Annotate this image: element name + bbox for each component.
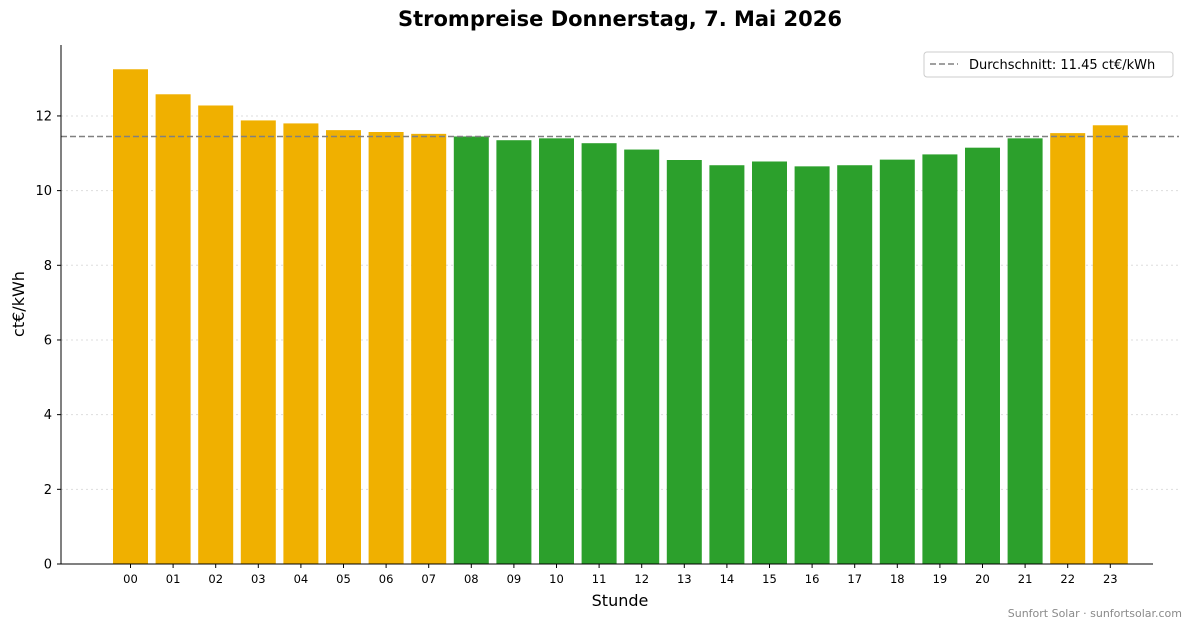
x-tick-label-15: 15 — [762, 572, 777, 586]
y-tick-label-4: 4 — [44, 408, 52, 423]
x-tick-label-07: 07 — [421, 572, 436, 586]
bar-hour-10 — [539, 138, 574, 564]
x-tick-label-01: 01 — [166, 572, 181, 586]
x-tick-label-18: 18 — [890, 572, 905, 586]
bar-hour-14 — [709, 165, 745, 565]
x-tick-label-09: 09 — [507, 572, 522, 586]
x-tick-label-14: 14 — [720, 572, 735, 586]
x-tick-label-06: 06 — [379, 572, 394, 586]
x-axis-label: Stunde — [592, 591, 649, 610]
bar-hour-07 — [411, 133, 447, 564]
x-tick-label-20: 20 — [975, 572, 990, 586]
y-ticks: 0 2 4 6 8 10 12 — [35, 109, 61, 573]
x-tick-label-23: 23 — [1103, 572, 1118, 586]
bar-hour-21 — [1007, 138, 1043, 564]
bar-hour-11 — [581, 143, 617, 564]
x-tick-label-04: 04 — [294, 572, 309, 586]
y-tick-label-6: 6 — [44, 333, 52, 348]
legend: Durchschnitt: 11.45 ct€/kWh — [923, 51, 1174, 78]
bar-hour-16 — [794, 166, 830, 564]
x-tick-label-16: 16 — [805, 572, 820, 586]
bar-hour-03 — [240, 120, 276, 564]
bars — [113, 69, 1128, 565]
legend-box — [923, 51, 1174, 78]
y-tick-label-2: 2 — [44, 483, 52, 498]
x-tick-label-19: 19 — [933, 572, 948, 586]
y-axis-label: ct€/kWh — [9, 271, 28, 337]
bar-hour-05 — [326, 130, 361, 565]
bar-hour-06 — [368, 131, 404, 564]
x-tick-label-22: 22 — [1060, 572, 1075, 586]
x-tick-label-05: 05 — [336, 572, 351, 586]
x-ticks: 00 01 02 03 04 05 06 07 08 09 10 11 12 13 14 15 16 17 18 19… — [123, 564, 1118, 586]
y-tick-label-8: 8 — [44, 259, 52, 274]
bar-hour-13 — [666, 160, 702, 564]
bar-hour-22 — [1050, 133, 1086, 564]
legend-average-label: Durchschnitt: 11.45 ct€/kWh — [969, 58, 1155, 73]
bar-hour-15 — [752, 161, 787, 564]
x-tick-label-12: 12 — [634, 572, 649, 586]
credit-text: Sunfort Solar · sunfortsolar.com — [1008, 607, 1182, 620]
bar-hour-09 — [496, 140, 532, 565]
y-tick-label-12: 12 — [35, 109, 52, 124]
y-tick-label-10: 10 — [35, 184, 52, 199]
bar-hour-04 — [283, 123, 319, 565]
x-tick-label-11: 11 — [592, 572, 607, 586]
x-tick-label-00: 00 — [123, 572, 138, 586]
bar-hour-17 — [837, 165, 873, 565]
y-tick-label-0: 0 — [44, 558, 52, 573]
bar-hour-00 — [113, 69, 148, 565]
bar-hour-18 — [879, 159, 915, 564]
x-tick-label-17: 17 — [847, 572, 862, 586]
chart-title: Strompreise Donnerstag, 7. Mai 2026 — [398, 7, 842, 31]
bar-hour-02 — [198, 105, 234, 565]
x-tick-label-13: 13 — [677, 572, 692, 586]
axes — [60, 45, 1153, 565]
x-tick-label-03: 03 — [251, 572, 266, 586]
bar-hour-20 — [965, 147, 1000, 564]
x-tick-label-08: 08 — [464, 572, 479, 586]
x-tick-label-10: 10 — [549, 572, 564, 586]
x-tick-label-21: 21 — [1018, 572, 1033, 586]
bar-hour-01 — [155, 94, 191, 565]
bar-hour-12 — [624, 149, 660, 565]
bar-hour-19 — [922, 154, 958, 564]
bar-hour-08 — [453, 136, 489, 564]
bar-hour-23 — [1092, 125, 1128, 564]
x-tick-label-02: 02 — [208, 572, 223, 586]
